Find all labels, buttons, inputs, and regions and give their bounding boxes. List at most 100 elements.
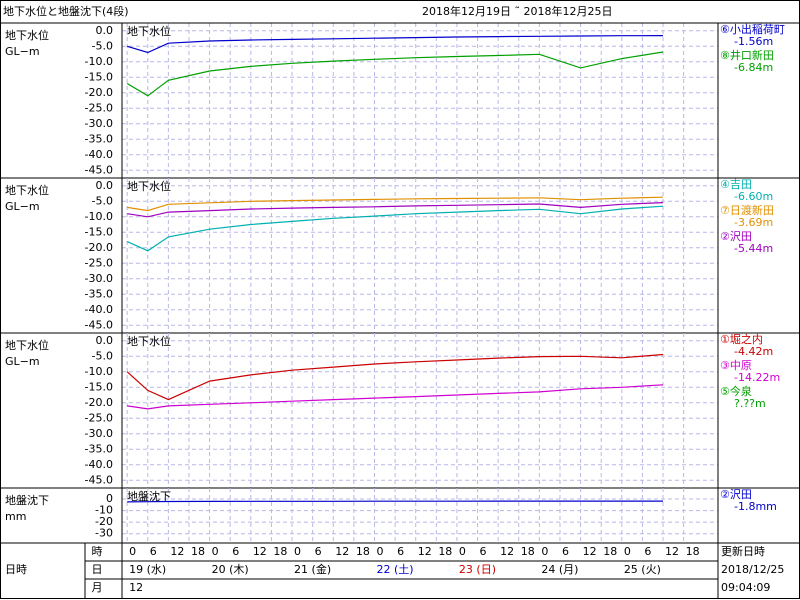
hour-label: 12 — [335, 545, 349, 558]
legend-name: ③中原 — [720, 359, 752, 372]
hour-label: 12 — [418, 545, 432, 558]
legend-name: ⑤今泉 — [720, 384, 752, 398]
hour-label: 18 — [521, 545, 535, 558]
hour-label: 0 — [129, 545, 136, 558]
page-title: 地下水位と地盤沈下(4段) — [3, 4, 129, 18]
panel-title: 地盤沈下 — [127, 489, 171, 503]
y-tick-label: 0.0 — [96, 334, 114, 347]
series-line — [127, 384, 664, 410]
legend-reading: -1.8mm — [734, 500, 777, 513]
y-tick-label: -5.0 — [92, 39, 113, 52]
y-tick-label: -20.0 — [85, 86, 113, 99]
y-tick-label: 0.0 — [96, 24, 114, 37]
y-tick-label: -10.0 — [85, 365, 113, 378]
series-line — [126, 353, 664, 401]
y-tick-label: -30.0 — [85, 272, 113, 285]
y-tick-label: -40.0 — [85, 458, 113, 471]
axis-label: 地下水位 — [5, 338, 49, 352]
day-label: 21 (金) — [294, 562, 331, 576]
hour-label: 6 — [480, 545, 487, 558]
y-tick-label: -25.0 — [85, 101, 113, 114]
day-label: 23 (日) — [459, 563, 496, 576]
period: 2018年12月19日 ˜ 2018年12月25日 — [422, 4, 612, 18]
hour-label: 6 — [397, 545, 404, 558]
axis-label: GL−m — [5, 200, 40, 213]
series-line — [127, 202, 664, 218]
series-line — [127, 196, 664, 212]
hour-label: 0 — [624, 545, 631, 558]
legend-reading: ?.??m — [734, 397, 766, 410]
y-tick-label: -35.0 — [85, 132, 113, 145]
y-tick-label: -30.0 — [85, 117, 113, 130]
updated-time: 09:04:09 — [721, 581, 770, 594]
legend-name: ①堀之内 — [720, 332, 763, 346]
y-tick-label: -5.0 — [92, 194, 113, 207]
series-line — [126, 205, 664, 252]
legend-name: ②沢田 — [720, 487, 752, 501]
y-tick-label: -45.0 — [85, 473, 113, 486]
hour-label: 12 — [665, 545, 679, 558]
y-tick-label: -40.0 — [85, 148, 113, 161]
legend-name: ②沢田 — [720, 229, 752, 243]
y-tick-label: -20 — [95, 515, 113, 528]
y-tick-label: -15.0 — [85, 380, 113, 393]
legend-reading: -5.44m — [734, 242, 773, 255]
axis-label: GL−m — [5, 45, 40, 58]
y-tick-label: -45.0 — [85, 163, 113, 176]
y-tick-label: -15.0 — [85, 225, 113, 238]
y-tick-label: -10 — [95, 504, 113, 517]
panel-title: 地下水位 — [127, 179, 171, 193]
day-label: 24 (月) — [541, 563, 578, 576]
axis-label: 地下水位 — [5, 28, 49, 42]
hour-label: 18 — [356, 545, 370, 558]
y-tick-label: -30.0 — [85, 427, 113, 440]
row-label: 日 — [92, 563, 103, 576]
axis-label: 地下水位 — [5, 183, 49, 197]
hour-label: 0 — [459, 545, 466, 558]
day-label: 25 (火) — [624, 563, 661, 576]
day-label: 20 (木) — [212, 563, 249, 576]
legend-reading: -6.84m — [734, 61, 773, 74]
hour-label: 12 — [253, 545, 267, 558]
y-tick-label: -20.0 — [85, 241, 113, 254]
row-label: 月 — [92, 581, 103, 594]
y-tick-label: -20.0 — [85, 396, 113, 409]
hour-label: 6 — [232, 545, 239, 558]
day-label: 19 (水) — [129, 563, 166, 576]
y-tick-label: -10.0 — [85, 55, 113, 68]
hour-label: 12 — [170, 545, 184, 558]
legend-reading: -14.22m — [734, 371, 780, 384]
y-tick-label: -25.0 — [85, 256, 113, 269]
legend-name: ⑧井口新田 — [720, 48, 774, 62]
axis-label: GL−m — [5, 355, 40, 368]
hour-label: 18 — [603, 545, 617, 558]
hour-label: 0 — [376, 545, 383, 558]
hour-label: 0 — [212, 545, 219, 558]
hour-label: 18 — [191, 545, 205, 558]
y-tick-label: -35.0 — [85, 442, 113, 455]
legend-reading: -4.42m — [734, 345, 773, 358]
day-label: 22 (土) — [376, 563, 413, 576]
series-line — [127, 500, 663, 503]
time-title: 日時 — [5, 563, 27, 576]
hour-label: 6 — [562, 545, 569, 558]
y-tick-label: -30 — [95, 527, 113, 540]
y-tick-label: -40.0 — [85, 303, 113, 316]
hour-label: 0 — [294, 545, 301, 558]
hour-label: 6 — [315, 545, 322, 558]
hour-label: 18 — [273, 545, 287, 558]
axis-label: 地盤沈下 — [5, 493, 49, 507]
panel-title: 地下水位 — [127, 24, 171, 38]
series-line — [126, 51, 664, 97]
hour-label: 0 — [541, 545, 548, 558]
updated-date: 2018/12/25 — [721, 563, 784, 576]
updated-label: 更新日時 — [721, 544, 765, 558]
y-tick-label: -15.0 — [85, 70, 113, 83]
y-tick-label: -45.0 — [85, 318, 113, 331]
hour-label: 12 — [583, 545, 597, 558]
legend-reading: -6.60m — [734, 190, 773, 203]
y-tick-label: -25.0 — [85, 411, 113, 424]
series-line — [127, 35, 664, 54]
